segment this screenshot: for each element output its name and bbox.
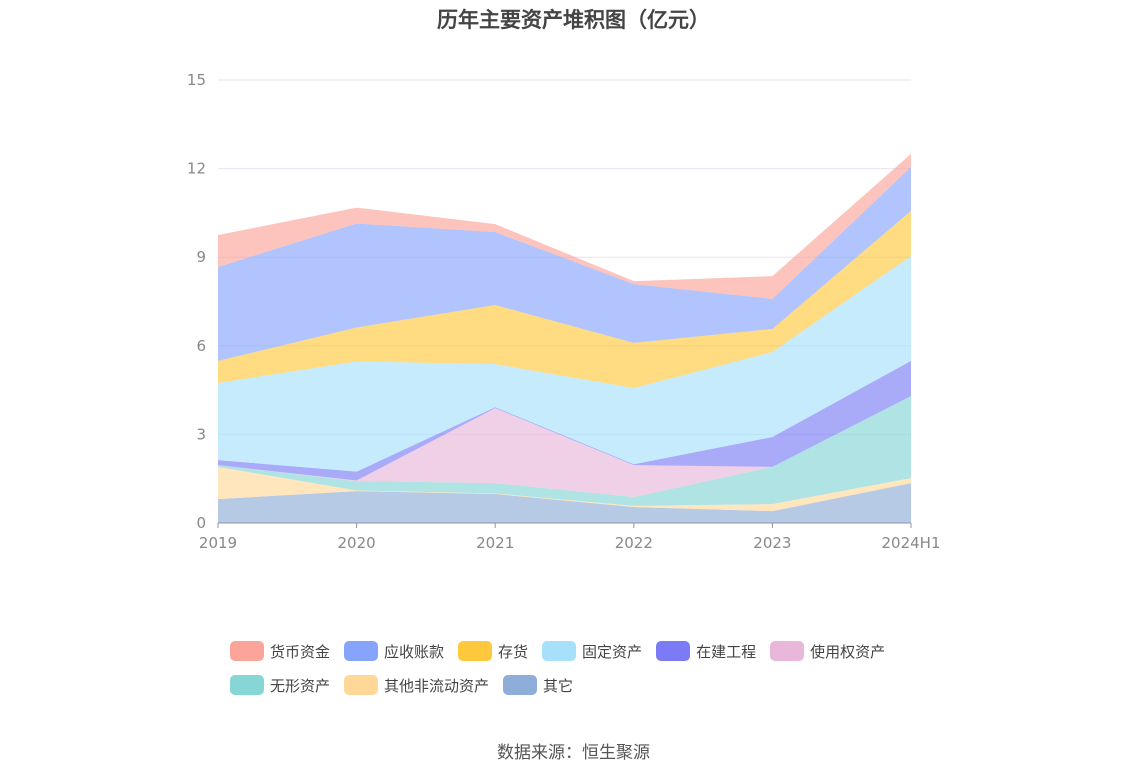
area-7: [218, 166, 911, 361]
legend-swatch: [230, 641, 264, 661]
area-2: [218, 396, 911, 506]
legend-swatch: [230, 675, 264, 695]
source-note: 数据来源：恒生聚源: [497, 743, 650, 763]
chart-title: 历年主要资产堆积图（亿元）: [437, 8, 710, 32]
x-tick-label: 2020: [338, 534, 376, 552]
legend-label: 固定资产: [582, 642, 643, 661]
legend-item[interactable]: 无形资产: [230, 674, 330, 696]
legend-swatch: [458, 641, 493, 661]
legend-swatch: [656, 641, 691, 661]
x-tick-label: 2019: [199, 534, 237, 552]
legend-label: 存货: [498, 642, 529, 661]
legend-item[interactable]: 在建工程: [656, 640, 756, 662]
x-tick-label: 2024H1: [882, 534, 941, 552]
legend-swatch: [503, 675, 538, 695]
y-tick-label: 0: [196, 514, 206, 532]
legend-label: 无形资产: [270, 676, 331, 695]
y-tick-label: 15: [187, 71, 206, 89]
y-tick-label: 3: [196, 425, 206, 443]
area-5: [218, 256, 911, 472]
legend-swatch: [542, 641, 577, 661]
legend-label: 在建工程: [696, 642, 757, 661]
y-tick-label: 9: [196, 248, 206, 266]
legend-swatch: [344, 675, 379, 695]
legend-swatch: [344, 641, 379, 661]
legend-label: 使用权资产: [810, 642, 886, 661]
legend-item[interactable]: 其它: [503, 674, 573, 696]
area-6: [218, 210, 911, 389]
x-tick-label: 2023: [753, 534, 791, 552]
legend: 货币资金 应收账款 存货 固定资产 在建工程 使用权资产无形资产 其他非流动资产 其它: [230, 640, 930, 696]
area-0: [218, 483, 911, 523]
area-4: [218, 360, 911, 481]
legend-item[interactable]: 存货: [458, 640, 528, 662]
legend-item[interactable]: 货币资金: [230, 640, 330, 662]
legend-item[interactable]: 应收账款: [344, 640, 444, 662]
legend-item[interactable]: 固定资产: [542, 640, 642, 662]
area-3: [218, 396, 911, 498]
y-tick-label: 6: [196, 337, 206, 355]
legend-item[interactable]: 使用权资产: [770, 640, 885, 662]
legend-label: 其他非流动资产: [384, 676, 490, 695]
stacked-area-plot: 0 3 6 9 12 15 2019 2020 2021 2022 2023 2024H1: [187, 71, 941, 552]
legend-item[interactable]: 其他非流动资产: [344, 674, 489, 696]
legend-swatch: [770, 641, 805, 661]
y-tick-label: 12: [187, 160, 206, 178]
legend-label: 应收账款: [384, 642, 445, 661]
legend-label: 其它: [543, 676, 574, 695]
legend-label: 货币资金: [270, 642, 331, 661]
x-tick-label: 2021: [476, 534, 514, 552]
x-tick-label: 2022: [615, 534, 653, 552]
